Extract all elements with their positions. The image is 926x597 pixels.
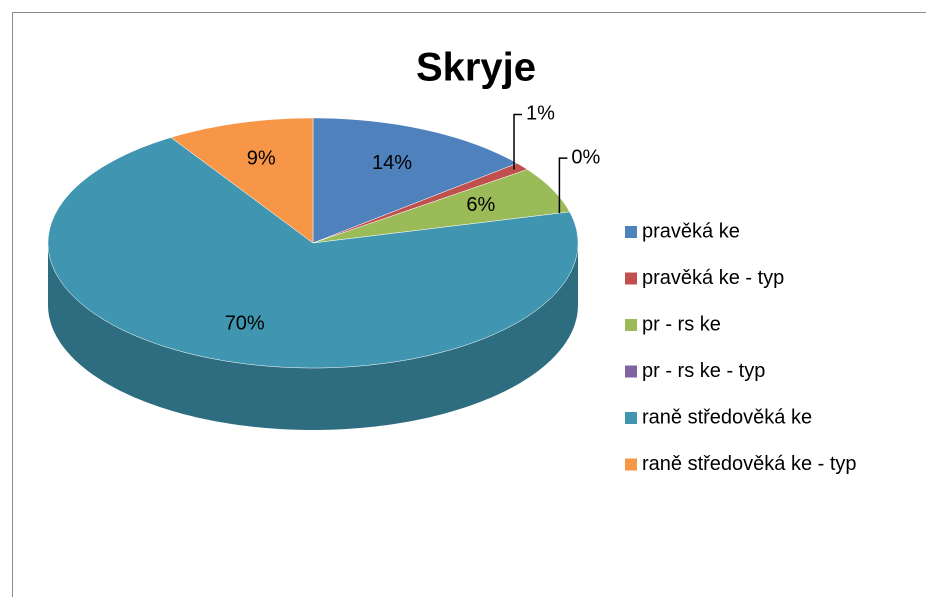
data-label: 0% — [571, 146, 600, 168]
slice — [170, 117, 314, 244]
legend-label: pr - rs ke - typ — [642, 360, 765, 382]
data-label: 9% — [247, 147, 276, 169]
data-label: 14% — [372, 152, 412, 174]
data-label: 70% — [225, 313, 265, 335]
legend-label: pravěká ke — [642, 220, 740, 242]
legend-swatch — [625, 412, 637, 424]
leader-line — [558, 157, 568, 214]
slice — [47, 137, 579, 369]
leader-line — [513, 113, 523, 170]
legend-label: pr - rs ke — [642, 313, 721, 335]
slice-side — [48, 243, 578, 430]
legend-swatch — [625, 365, 637, 378]
legend-swatch — [625, 272, 637, 285]
slice — [312, 117, 518, 244]
chart-title: Skryje — [416, 46, 536, 90]
data-label: 6% — [466, 194, 495, 216]
legend-label: raně středověká ke - typ — [642, 453, 857, 475]
legend-swatch — [625, 458, 637, 471]
chart-frame — [12, 12, 926, 597]
slice — [312, 169, 571, 244]
data-label: 1% — [526, 103, 555, 125]
legend-swatch — [625, 319, 637, 331]
legend-label: pravěká ke - typ — [642, 267, 784, 289]
legend-swatch — [625, 226, 637, 238]
legend-label: raně středověká ke — [642, 406, 812, 428]
